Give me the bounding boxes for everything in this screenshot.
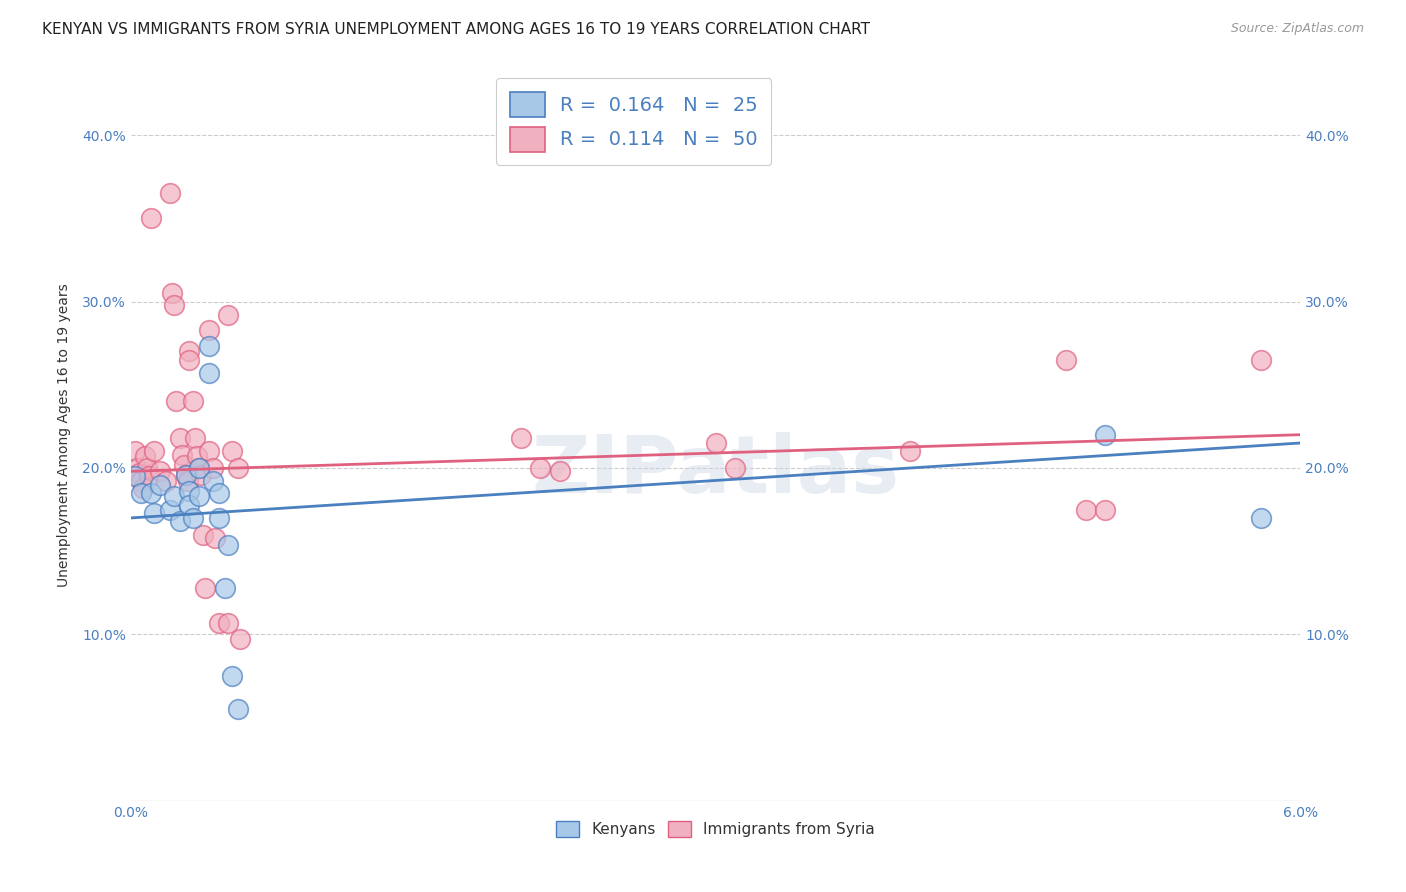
Point — [183, 511, 205, 525]
Point — [191, 527, 214, 541]
Point — [124, 469, 146, 483]
Point — [125, 461, 148, 475]
Point — [900, 444, 922, 458]
Point — [214, 581, 236, 595]
Point — [174, 467, 197, 482]
Point — [1094, 427, 1116, 442]
Point — [179, 484, 201, 499]
Point — [170, 448, 193, 462]
Point — [208, 615, 231, 630]
Point — [221, 444, 243, 458]
Point — [1094, 502, 1116, 516]
Point — [208, 511, 231, 525]
Point — [179, 352, 201, 367]
Legend: Kenyans, Immigrants from Syria: Kenyans, Immigrants from Syria — [548, 814, 883, 845]
Point — [1074, 502, 1097, 516]
Point — [186, 450, 208, 464]
Text: ZIPatlas: ZIPatlas — [531, 433, 900, 510]
Point — [548, 464, 571, 478]
Y-axis label: Unemployment Among Ages 16 to 19 years: Unemployment Among Ages 16 to 19 years — [58, 283, 72, 587]
Point — [1250, 352, 1272, 367]
Point — [159, 186, 181, 201]
Point — [163, 298, 186, 312]
Point — [226, 702, 249, 716]
Text: KENYAN VS IMMIGRANTS FROM SYRIA UNEMPLOYMENT AMONG AGES 16 TO 19 YEARS CORRELATI: KENYAN VS IMMIGRANTS FROM SYRIA UNEMPLOY… — [42, 22, 870, 37]
Point — [198, 323, 221, 337]
Point — [163, 489, 186, 503]
Point — [132, 481, 155, 495]
Point — [169, 514, 191, 528]
Point — [149, 477, 172, 491]
Point — [149, 464, 172, 478]
Point — [169, 431, 191, 445]
Point — [188, 489, 211, 503]
Point — [179, 344, 201, 359]
Point — [529, 461, 551, 475]
Point — [155, 475, 177, 489]
Point — [226, 461, 249, 475]
Point — [139, 211, 162, 226]
Point — [173, 458, 195, 472]
Point — [138, 469, 160, 483]
Point — [221, 669, 243, 683]
Point — [143, 506, 166, 520]
Point — [176, 475, 198, 489]
Point — [129, 475, 152, 489]
Point — [183, 394, 205, 409]
Point — [201, 461, 224, 475]
Point — [188, 461, 211, 475]
Point — [198, 366, 221, 380]
Point — [208, 486, 231, 500]
Point — [509, 431, 531, 445]
Point — [229, 632, 252, 647]
Point — [217, 537, 239, 551]
Point — [184, 431, 207, 445]
Point — [135, 461, 157, 475]
Point — [198, 339, 221, 353]
Point — [704, 436, 727, 450]
Point — [139, 486, 162, 500]
Point — [188, 461, 211, 475]
Point — [217, 615, 239, 630]
Point — [174, 467, 197, 482]
Point — [190, 467, 212, 482]
Point — [1054, 352, 1077, 367]
Point — [724, 461, 747, 475]
Point — [159, 502, 181, 516]
Point — [165, 394, 187, 409]
Point — [124, 444, 146, 458]
Point — [204, 531, 226, 545]
Point — [194, 581, 217, 595]
Point — [143, 444, 166, 458]
Point — [134, 450, 156, 464]
Text: Source: ZipAtlas.com: Source: ZipAtlas.com — [1230, 22, 1364, 36]
Point — [129, 486, 152, 500]
Point — [128, 466, 150, 480]
Point — [217, 308, 239, 322]
Point — [160, 286, 183, 301]
Point — [201, 475, 224, 489]
Point — [1250, 511, 1272, 525]
Point — [198, 444, 221, 458]
Point — [179, 498, 201, 512]
